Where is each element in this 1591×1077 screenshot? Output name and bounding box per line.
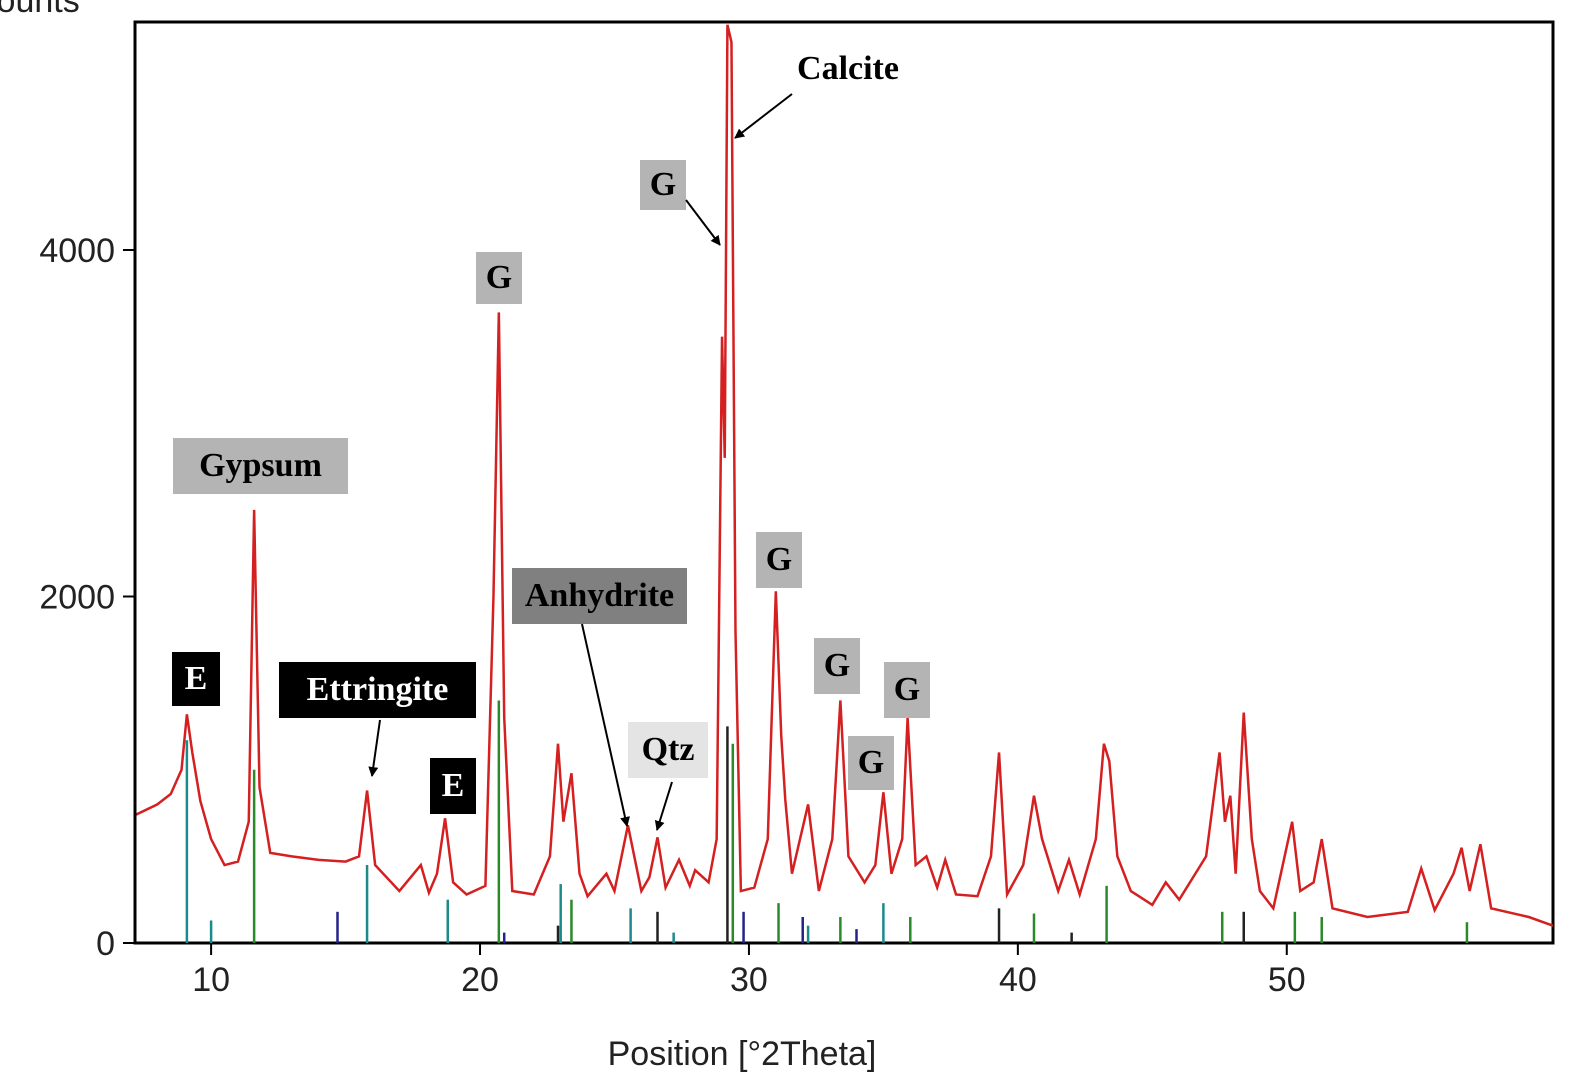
- annotation: E: [442, 767, 465, 804]
- x-tick-label: 50: [1268, 961, 1306, 999]
- annotation: Qtz: [642, 731, 695, 768]
- y-tick-label: 2000: [39, 578, 115, 616]
- annotation: G: [824, 647, 850, 684]
- annotation: G: [650, 166, 676, 203]
- annotation: G: [858, 744, 884, 781]
- annotation: Anhydrite: [525, 577, 674, 614]
- annotation: G: [894, 671, 920, 708]
- annotation: G: [486, 259, 512, 296]
- annotation-box: [279, 662, 476, 718]
- annotation-arrow: [654, 781, 673, 831]
- pattern-line: [135, 24, 1553, 927]
- annotation: Calcite: [797, 50, 899, 87]
- annotation-box: [640, 160, 686, 210]
- x-tick-label: 10: [192, 961, 230, 999]
- x-tick-label: 40: [999, 961, 1037, 999]
- annotation: Gypsum: [199, 447, 322, 484]
- annotation-box: [848, 736, 894, 790]
- y-tick-label: 0: [96, 925, 115, 963]
- annotation-box: [512, 568, 687, 624]
- annotation-box: [430, 758, 476, 814]
- annotation-box: [756, 532, 802, 588]
- annotation-box: [814, 638, 860, 694]
- annotation-box: [173, 438, 348, 494]
- annotation-arrow: [581, 623, 630, 827]
- annotation: E: [185, 660, 208, 697]
- annotation-arrow: [368, 719, 381, 777]
- x-tick-label: 20: [461, 961, 499, 999]
- x-tick-label: 30: [730, 961, 768, 999]
- annotation-box: [628, 722, 708, 778]
- annotation-box: [172, 652, 220, 706]
- x-axis-label: Position [°2Theta]: [608, 1035, 877, 1073]
- annotation-arrow: [734, 93, 793, 139]
- y-tick-label: 4000: [39, 232, 115, 270]
- annotation: G: [766, 541, 792, 578]
- annotation: Ettringite: [307, 671, 449, 708]
- annotation-box: [476, 252, 522, 304]
- annotation-box: [884, 662, 930, 718]
- annotation-arrow: [685, 199, 721, 246]
- y-axis-label: Counts: [0, 0, 80, 20]
